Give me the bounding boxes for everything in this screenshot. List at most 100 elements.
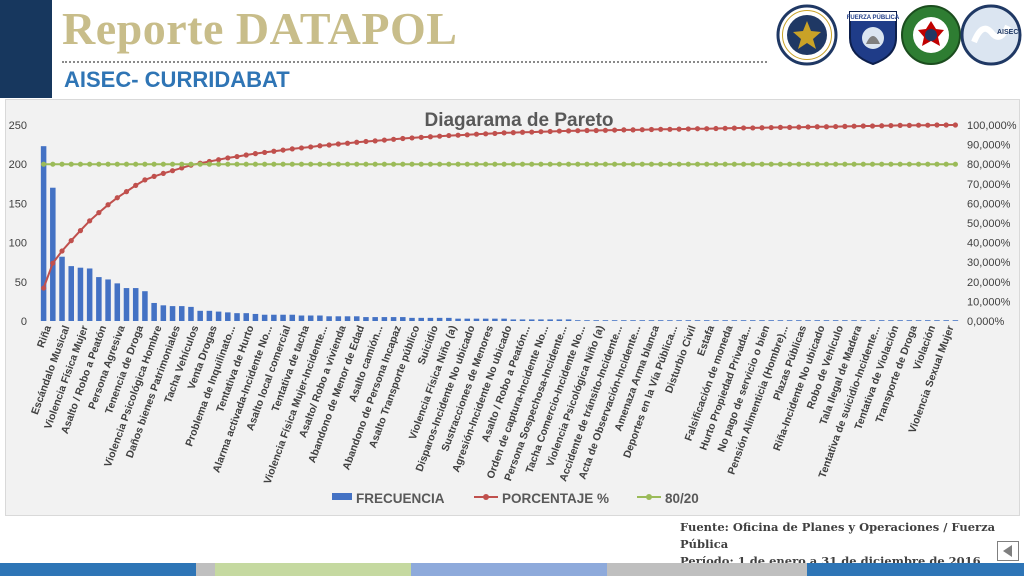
frequency-bar-79	[768, 320, 774, 321]
series-1-point-66	[648, 161, 655, 167]
series-1-point-85	[823, 161, 830, 167]
series-0-point-96	[925, 122, 931, 128]
frequency-bar-27	[289, 314, 296, 321]
frequency-bar-31	[326, 316, 332, 321]
series-0-point-91	[879, 123, 885, 129]
series-0-point-82	[796, 124, 802, 130]
frequency-bar-8	[114, 283, 121, 321]
series-1-point-9	[123, 161, 130, 167]
series-0-point-72	[704, 126, 710, 132]
chart-title: Diagarama de Pareto	[424, 110, 613, 131]
frequency-bar-67	[657, 320, 664, 321]
series-1-point-55	[547, 161, 553, 167]
series-1-point-8	[114, 161, 120, 167]
frequency-bar-96	[925, 320, 931, 321]
frequency-bar-23	[252, 313, 259, 321]
series-0-point-10	[133, 182, 139, 188]
series-1-point-76	[740, 161, 747, 167]
series-0-point-85	[823, 124, 830, 130]
series-0-point-15	[179, 165, 185, 171]
series-1-point-41	[418, 161, 424, 167]
series-0-point-9	[123, 189, 130, 195]
series-0-point-99	[952, 122, 958, 128]
frequency-bar-13	[160, 305, 167, 321]
y-left-tick-5: 250	[9, 120, 27, 132]
series-1-point-49	[492, 161, 498, 167]
series-1-point-44	[446, 161, 452, 167]
series-0-point-50	[501, 130, 507, 136]
series-0-point-42	[427, 134, 434, 140]
frequency-bar-14	[169, 306, 176, 321]
frequency-bar-93	[897, 320, 903, 321]
series-1-point-75	[731, 161, 737, 167]
frequency-bar-58	[575, 320, 581, 321]
series-0-point-92	[888, 122, 894, 129]
y-right-tick-2: 20,000%	[967, 277, 1011, 289]
back-arrow-icon	[1003, 545, 1012, 557]
header-accent-block	[0, 0, 52, 98]
series-0-point-5	[87, 218, 93, 224]
series-1-point-48	[483, 161, 489, 167]
series-1-point-77	[750, 161, 756, 167]
series-0-point-0	[41, 285, 47, 291]
series-0-point-41	[418, 134, 424, 140]
series-1-point-53	[529, 161, 535, 167]
series-1-point-16	[188, 161, 194, 167]
series-0-point-21	[234, 153, 240, 160]
frequency-bar-17	[197, 310, 203, 321]
series-1-point-90	[869, 161, 876, 167]
series-0-point-89	[860, 123, 866, 129]
frequency-bar-78	[759, 320, 765, 321]
series-1-point-38	[390, 161, 397, 167]
pareto-chart: 0 50 100 150 200 250 0,000% 10,000% 20,000% 30,0…	[9, 110, 1017, 506]
frequency-bar-9	[123, 288, 130, 321]
series-1-point-93	[897, 161, 903, 167]
series-1-point-86	[833, 161, 839, 167]
series-1-point-21	[234, 161, 240, 167]
footer-bar-seg-1	[0, 563, 196, 576]
frequency-bar-82	[796, 320, 802, 321]
legend-swatch-0	[332, 493, 352, 500]
series-0-point-6	[96, 210, 102, 216]
frequency-bar-66	[648, 320, 655, 321]
series-0-point-76	[740, 125, 747, 131]
series-1-point-68	[667, 161, 673, 167]
series-0-point-34	[354, 139, 360, 145]
series-1-point-78	[759, 161, 765, 167]
frequency-bar-83	[805, 320, 811, 321]
series-0-point-67	[658, 126, 664, 132]
aisec-logo-icon: AISEC	[960, 4, 1022, 66]
series-0-point-87	[842, 123, 848, 129]
series-0-point-65	[639, 127, 645, 133]
series-0-point-61	[602, 127, 609, 133]
series-1-point-47	[473, 161, 480, 167]
frequency-bar-74	[722, 320, 728, 321]
frequency-bar-69	[676, 320, 682, 321]
frequency-bar-49	[492, 318, 498, 321]
frequency-bar-73	[713, 320, 719, 321]
series-1-point-35	[363, 161, 369, 167]
series-1-point-17	[197, 161, 203, 167]
series-1-point-37	[381, 161, 387, 167]
source-line: Fuente: Oficina de Planes y Operaciones …	[680, 520, 996, 551]
frequency-bar-21	[234, 313, 240, 321]
frequency-bar-44	[446, 317, 452, 321]
series-1-point-97	[934, 161, 940, 167]
frequency-bar-32	[335, 316, 342, 321]
series-1-point-5	[87, 161, 93, 167]
series-0-point-19	[215, 157, 222, 163]
series-0-point-27	[289, 146, 295, 152]
series-1-point-91	[879, 161, 885, 167]
back-button[interactable]	[997, 541, 1019, 561]
y-right-tick-6: 60,000%	[967, 198, 1011, 210]
series-1-point-45	[455, 161, 461, 167]
series-1-point-83	[805, 161, 811, 167]
series-1-point-51	[510, 161, 516, 167]
series-1-point-72	[704, 161, 710, 167]
frequency-bar-39	[400, 317, 406, 321]
frequency-bar-42	[427, 317, 434, 321]
series-0-point-58	[575, 128, 581, 134]
header-dotted-divider	[62, 61, 767, 63]
frequency-bar-43	[436, 317, 443, 321]
series-1-point-6	[96, 161, 102, 167]
